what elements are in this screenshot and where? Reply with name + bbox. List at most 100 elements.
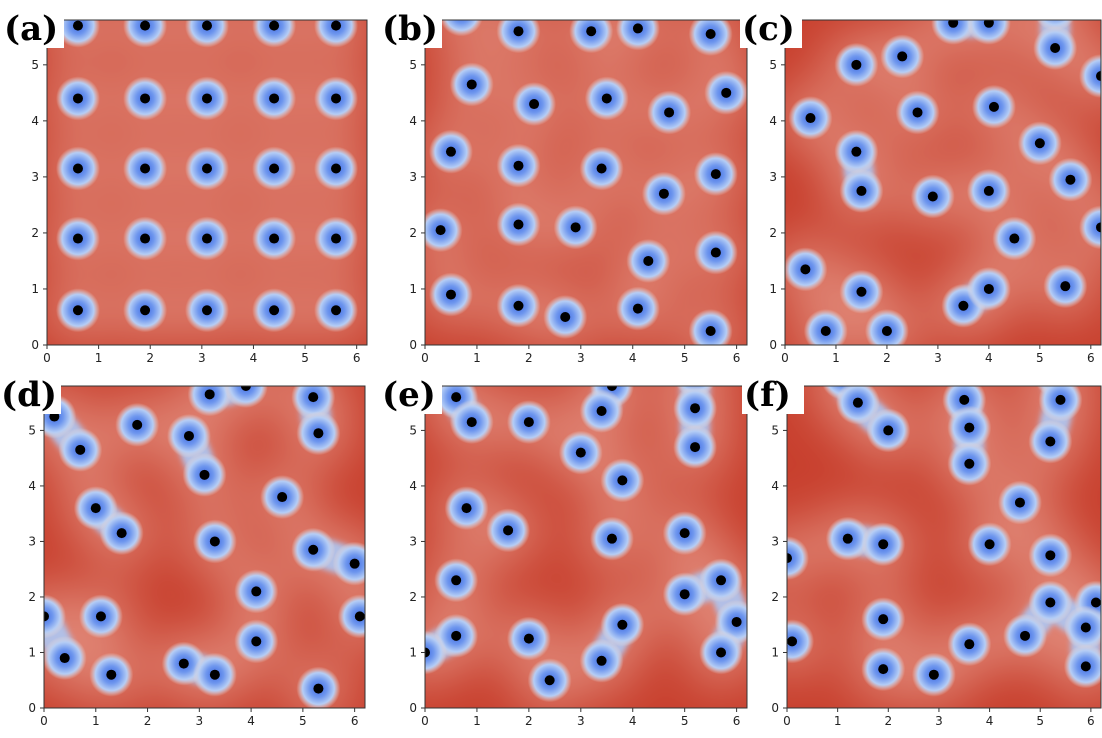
data-point — [1050, 43, 1061, 54]
y-tick-label: 0 — [409, 338, 417, 352]
data-point — [690, 370, 700, 380]
data-point — [1065, 174, 1076, 185]
data-point — [209, 669, 220, 680]
y-tick-label: 0 — [28, 701, 36, 715]
data-point — [632, 23, 643, 34]
y-tick-label: 1 — [769, 282, 777, 296]
data-point — [787, 553, 792, 564]
data-point — [209, 536, 220, 547]
plot-frame — [43, 385, 366, 709]
y-tick-label: 4 — [409, 114, 417, 128]
y-tick-label: 5 — [28, 423, 36, 437]
defect-glow — [1079, 54, 1101, 99]
x-tick-label: 3 — [198, 351, 206, 365]
data-point — [852, 397, 863, 408]
data-point — [269, 163, 280, 174]
data-point — [251, 636, 262, 647]
data-point — [690, 403, 701, 414]
x-tick-label: 4 — [247, 714, 255, 728]
x-tick-label: 6 — [351, 714, 359, 728]
data-point — [1034, 138, 1045, 149]
x-tick-label: 3 — [935, 714, 943, 728]
data-point — [523, 417, 534, 428]
panel-label: (d) — [1, 375, 57, 415]
defect-glow — [314, 20, 359, 48]
defect-glow — [332, 541, 365, 586]
data-point — [331, 233, 342, 244]
heatmap-field — [787, 386, 1101, 708]
x-tick-label: 0 — [40, 714, 48, 728]
x-tick-label: 0 — [783, 714, 791, 728]
data-point — [984, 539, 995, 550]
data-point — [313, 683, 324, 694]
y-tick-label: 0 — [31, 338, 39, 352]
x-tick-label: 0 — [43, 351, 51, 365]
data-point — [679, 589, 690, 600]
defect-glow — [569, 20, 614, 54]
data-point — [897, 51, 908, 62]
data-point — [72, 305, 83, 316]
x-tick-label: 4 — [629, 714, 637, 728]
plot-frame — [424, 19, 748, 346]
data-point — [601, 93, 612, 104]
data-point — [878, 614, 889, 625]
data-point — [664, 107, 675, 118]
defect-glow — [291, 386, 336, 420]
y-tick-label: 2 — [28, 590, 36, 604]
data-point — [617, 475, 628, 486]
x-tick-label: 2 — [525, 714, 533, 728]
data-point — [964, 458, 975, 469]
data-point — [988, 101, 999, 112]
x-tick-label: 6 — [1087, 714, 1095, 728]
x-tick-label: 3 — [934, 351, 942, 365]
data-point — [331, 93, 342, 104]
x-tick-label: 0 — [781, 351, 789, 365]
data-point — [1014, 497, 1025, 508]
data-point — [928, 669, 939, 680]
y-tick-label: 0 — [769, 338, 777, 352]
defect-glow — [1079, 205, 1101, 250]
data-point — [643, 255, 654, 266]
y-tick-label: 3 — [771, 534, 779, 548]
data-point — [1020, 630, 1031, 641]
data-point — [721, 87, 732, 98]
data-point — [451, 630, 462, 641]
panel-label-backing — [742, 376, 804, 414]
data-point — [354, 611, 365, 622]
data-point — [240, 386, 251, 391]
data-point — [308, 544, 319, 555]
data-point — [445, 289, 456, 300]
y-tick-label: 5 — [409, 423, 417, 437]
x-tick-label: 3 — [577, 714, 585, 728]
data-point — [202, 93, 212, 104]
y-tick-label: 0 — [771, 701, 779, 715]
defect-glow — [187, 386, 232, 417]
x-tick-label: 5 — [301, 351, 309, 365]
data-point — [983, 20, 994, 28]
data-point — [425, 647, 430, 658]
y-tick-label: 1 — [409, 282, 417, 296]
data-point — [529, 99, 540, 110]
x-tick-label: 3 — [577, 351, 585, 365]
data-point — [690, 442, 701, 453]
y-tick-label: 3 — [409, 170, 417, 184]
y-tick-label: 2 — [771, 590, 779, 604]
panel-label: (a) — [4, 9, 58, 49]
data-point — [842, 533, 853, 544]
data-point — [95, 611, 106, 622]
plot-frame — [424, 385, 748, 709]
x-tick-label: 2 — [525, 351, 533, 365]
data-point — [1055, 394, 1066, 405]
x-tick-label: 2 — [883, 351, 891, 365]
heatmap-field — [44, 386, 365, 708]
data-point — [596, 655, 607, 666]
panel-label-backing — [380, 376, 442, 414]
x-tick-label: 4 — [250, 351, 258, 365]
heatmap-field — [785, 4, 1101, 345]
x-tick-label: 5 — [299, 714, 307, 728]
data-point — [1050, 4, 1060, 14]
data-point — [805, 113, 816, 124]
data-point — [349, 558, 360, 569]
data-point — [878, 664, 889, 675]
data-point — [204, 389, 215, 400]
